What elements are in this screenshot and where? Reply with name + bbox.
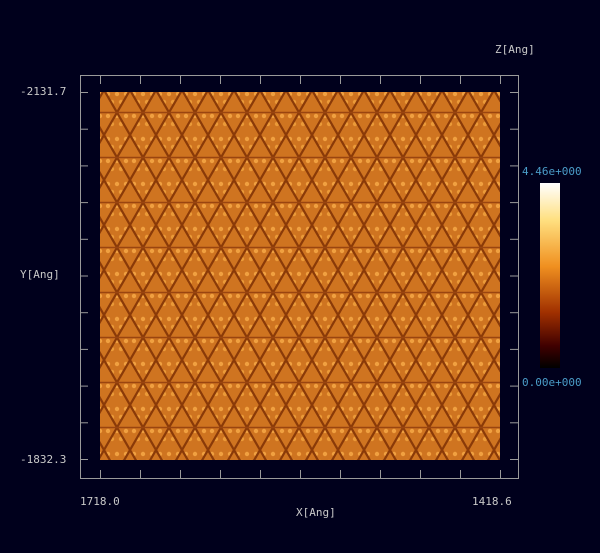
colorbar (540, 183, 560, 368)
y-tick-label: -2131.7 (20, 85, 66, 98)
y-axis-label: Y[Ang] (20, 268, 60, 281)
colorbar-max: 4.46e+000 (522, 165, 582, 178)
x-tick-label: 1418.6 (472, 495, 512, 508)
colorbar-min: 0.00e+000 (522, 376, 582, 389)
plot-frame (80, 75, 519, 479)
stm-image (100, 92, 500, 460)
x-tick-label: 1718.0 (80, 495, 120, 508)
ticks (80, 76, 518, 478)
colorbar-label: Z[Ang] (495, 43, 535, 56)
y-tick-label: -1832.3 (20, 453, 66, 466)
x-axis-label: X[Ang] (296, 506, 336, 519)
